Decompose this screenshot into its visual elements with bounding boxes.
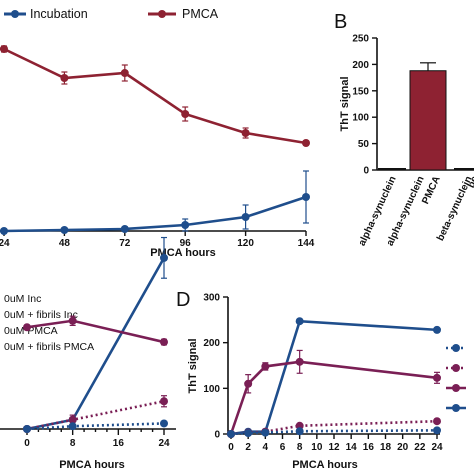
chart-a-series-0-line [0, 195, 307, 233]
chart-d-ylabel: ThT signal [187, 339, 199, 394]
chart-a-series-1-point [120, 69, 129, 77]
chart-a-series-0-point [120, 225, 129, 233]
chart-b-ytick-label: 0 [363, 166, 369, 177]
chart-d-xtick-label: 12 [328, 442, 340, 453]
chart-d-ytick-label: 100 [203, 384, 220, 395]
chart-c-xlabel: PMCA hours [59, 459, 125, 471]
chart-d-series-0-point [295, 317, 304, 326]
chart-d-xtick-label: 4 [263, 442, 269, 453]
chart-a-xtick-label: 72 [119, 238, 131, 249]
legend-a-pmca: PMCA [182, 7, 219, 21]
chart-a-series-1-point [181, 110, 190, 118]
chart-d-series-0-line [230, 319, 438, 436]
chart-d-series-1-point [244, 379, 253, 388]
chart-a-series-0-point [302, 193, 310, 201]
chart-d-series-1-point [433, 373, 441, 382]
chart-d-xtick-label: 16 [363, 442, 375, 453]
panel-label-d: D [176, 289, 190, 311]
chart-d-series-1-point [295, 357, 304, 366]
chart-c-series-3-point [23, 425, 31, 433]
chart-b-ylabel: ThT signal [339, 77, 351, 132]
legend-c-0: 0uM Inc [4, 293, 41, 305]
chart-c-series-3-point [68, 422, 77, 431]
chart-d-legend-marker [452, 384, 460, 392]
chart-c-series-2-point [68, 415, 77, 424]
chart-d-ytick-label: 200 [203, 338, 220, 349]
chart-c: 0 8 16 24 PMCA hours [0, 236, 176, 471]
chart-d-xtick-label: 0 [228, 442, 234, 453]
chart-a-series-0-point [0, 227, 8, 235]
chart-a-xtick-label: 96 [180, 238, 192, 249]
legend-c-2: 0uM PMCA [4, 325, 58, 337]
chart-a-series-0-point [181, 221, 190, 229]
legend-a-incubation-marker [11, 10, 19, 18]
legend-a-pmca-marker [158, 10, 166, 18]
chart-d-legend-marker [452, 344, 460, 352]
chart-a-series-1-point [302, 139, 310, 147]
chart-d-series-3-point [227, 430, 235, 438]
chart-b-ytick-label: 200 [352, 60, 369, 71]
chart-b-ytick-label: 150 [352, 86, 369, 97]
chart-a-xtick-label: 120 [237, 238, 254, 249]
chart-a: 24 48 72 96 120 144 PMCA hours [0, 45, 315, 259]
chart-c-xtick-label: 24 [158, 438, 170, 449]
chart-d-xtick-label: 10 [311, 442, 323, 453]
chart-c-series-3-point [160, 419, 168, 428]
chart-c-series-2-point [160, 397, 168, 406]
chart-d-series-3-point [244, 429, 253, 438]
legend-c-1: 0uM + fibrils Inc [4, 309, 78, 321]
chart-c-xtick-label: 8 [70, 438, 76, 449]
chart-c-series-1-point [68, 316, 77, 325]
chart-b-ytick-label: 50 [358, 139, 370, 150]
chart-d-series-3-point [261, 428, 270, 437]
chart-c-series-1-point [160, 338, 168, 347]
chart-b-ytick-label: 100 [352, 113, 369, 124]
chart-d-legend-marker [452, 404, 460, 412]
chart-d-ytick-label: 0 [214, 430, 220, 441]
chart-d-xtick-label: 20 [397, 442, 409, 453]
chart-b-ytick-label: 250 [352, 34, 369, 45]
chart-a-series-1-point [241, 129, 250, 137]
chart-d-xtick-label: 14 [346, 442, 358, 453]
chart-d-series-3-line [230, 429, 438, 436]
chart-d-series-2-point [433, 417, 441, 426]
chart-d-xtick-label: 2 [245, 442, 251, 453]
panel-label-b: B [334, 11, 347, 33]
legend-a-incubation: Incubation [30, 7, 88, 21]
chart-d-series-2-point [295, 421, 304, 430]
chart-c-series-1-point [23, 323, 31, 332]
chart-a-series-1-point [0, 45, 8, 53]
chart-a-series-0-point [60, 226, 69, 234]
chart-c-xtick-label: 16 [113, 438, 125, 449]
chart-d-legend-marker [452, 364, 460, 372]
chart-d-series-0-point [433, 325, 441, 334]
chart-a-series-0-point [241, 213, 250, 221]
chart-d-xtick-label: 22 [414, 442, 426, 453]
chart-d-xtick-label: 24 [431, 442, 443, 453]
chart-a-xtick-label: 48 [59, 238, 71, 249]
chart-d-series-1-point [261, 362, 270, 371]
chart-c-xtick-label: 0 [24, 438, 30, 449]
legend-a: Incubation PMCA [4, 7, 219, 21]
legend-c: 0uM Inc 0uM + fibrils Inc 0uM PMCA 0uM +… [4, 293, 94, 353]
chart-d-xtick-label: 18 [380, 442, 392, 453]
legend-c-3: 0uM + fibrils PMCA [4, 341, 94, 353]
chart-d-xtick-label: 6 [280, 442, 286, 453]
chart-a-series-1-line [0, 47, 307, 145]
chart-d-ytick-label: 300 [203, 293, 220, 304]
chart-d-xlabel: PMCA hours [292, 459, 358, 471]
chart-a-series-1-point [60, 74, 69, 82]
chart-a-xlabel: PMCA hours [150, 247, 216, 259]
chart-a-xtick-label: 144 [298, 238, 315, 249]
chart-d-xtick-label: 8 [297, 442, 303, 453]
chart-d-series-3-point [433, 426, 441, 435]
chart-a-xtick-label: 24 [0, 238, 10, 249]
chart-b-xtick-label: be [466, 174, 474, 190]
chart-d-series-3-point [295, 427, 304, 436]
chart-b-bar [409, 70, 447, 171]
chart-c-series-0-point [160, 253, 168, 262]
